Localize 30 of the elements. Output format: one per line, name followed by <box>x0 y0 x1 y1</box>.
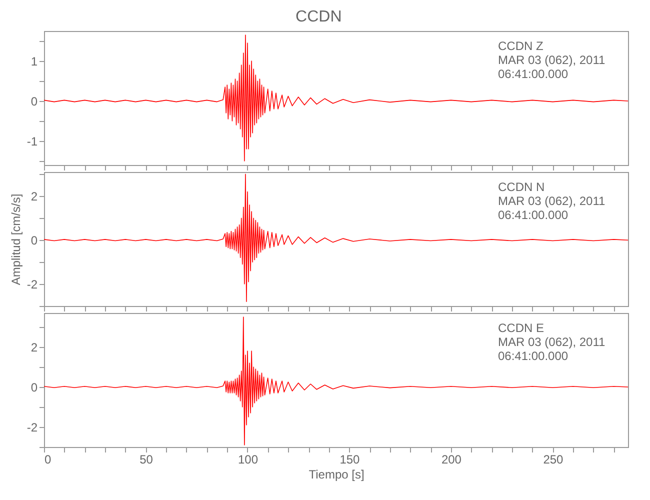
annotation: MAR 03 (062), 2011 <box>498 53 606 67</box>
annotation: CCDN N <box>498 180 545 194</box>
y-tick-label: -2 <box>26 278 38 292</box>
x-tick-label: 50 <box>140 452 154 466</box>
y-axis-title: Amplitud [cm/s/s] <box>8 194 23 286</box>
chart-title: CCDN <box>296 8 342 26</box>
y-tick-label: 1 <box>30 54 38 68</box>
line-series <box>44 174 628 302</box>
annotation: CCDN E <box>498 321 544 335</box>
x-tick-label: 100 <box>238 452 258 466</box>
y-tick-label: 2 <box>30 190 38 204</box>
y-tick-label: 2 <box>30 340 38 354</box>
y-tick-label: 0 <box>30 380 38 394</box>
x-tick-label: 0 <box>44 452 52 466</box>
line-series <box>44 316 628 446</box>
y-tick-label: 0 <box>30 94 38 108</box>
annotation: CCDN Z <box>498 39 544 53</box>
annotation: 06:41:00.000 <box>498 349 568 363</box>
line-series <box>44 34 628 162</box>
y-tick-label: -1 <box>26 134 38 148</box>
x-axis-title: Tiempo [s] <box>308 468 364 482</box>
x-tick-label: 250 <box>543 452 564 466</box>
annotation: 06:41:00.000 <box>498 208 568 222</box>
y-tick-label: -2 <box>26 420 38 434</box>
annotation: MAR 03 (062), 2011 <box>498 335 606 349</box>
x-tick-label: 200 <box>441 452 462 466</box>
x-tick-label: 150 <box>340 452 360 466</box>
y-tick-label: 0 <box>30 234 38 248</box>
annotation: MAR 03 (062), 2011 <box>498 194 606 208</box>
annotation: 06:41:00.000 <box>498 67 568 81</box>
